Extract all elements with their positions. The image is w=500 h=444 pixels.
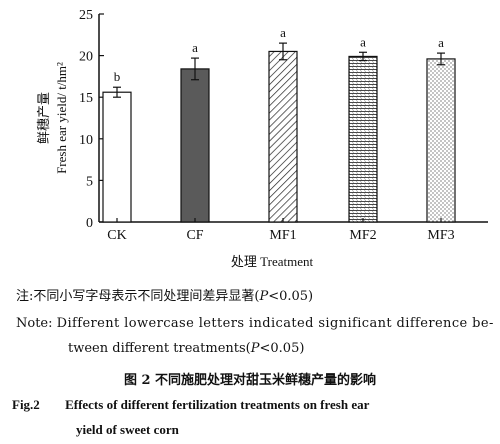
x-tick-label-mf3: MF3 <box>427 228 454 243</box>
bar-mf3 <box>426 58 456 223</box>
y-axis-label-en: Fresh ear yield/ t/hm² <box>54 62 69 174</box>
note-en-text2: tween different treatments( <box>68 341 251 356</box>
bar-mf1 <box>268 50 298 223</box>
note-cn: 注:不同小写字母表示不同处理间差异显著(P<0.05) <box>16 288 313 306</box>
x-tick-label-mf1: MF1 <box>269 228 296 243</box>
note-en-tail: <0.05) <box>259 341 305 356</box>
figure-caption-en-line1: Fig.2 Effects of different fertilization… <box>12 397 369 413</box>
figure-caption-en-line2: yield of sweet corn <box>76 422 179 437</box>
significance-letter-mf2: a <box>360 34 366 49</box>
note-en-label: Note: <box>16 316 53 331</box>
x-tick-label-cf: CF <box>186 228 203 243</box>
note-cn-tail: <0.05) <box>268 289 314 304</box>
note-cn-p: P <box>259 289 269 304</box>
bar-ck <box>102 91 132 223</box>
y-tick-label: 15 <box>79 91 93 106</box>
significance-letter-mf1: a <box>280 25 286 40</box>
bar-mf2 <box>348 55 378 223</box>
bar-cf <box>180 68 210 223</box>
y-tick-label: 0 <box>86 216 93 231</box>
figure-caption-label: Fig.2 <box>12 397 40 412</box>
note-en-p: P <box>250 341 260 356</box>
figure-caption-cn: 图 2 不同施肥处理对甜玉米鲜穗产量的影响 <box>123 373 377 388</box>
note-en-line2: tween different treatments(P<0.05) <box>68 340 304 358</box>
y-axis-label-cn: 鲜穗产量 <box>36 92 51 144</box>
y-tick-label: 20 <box>79 50 93 65</box>
bar-chart: 0 5 10 15 20 25 b a a a a CK CF MF1 MF2 MF3 鲜穗产量 Fres… <box>36 8 488 269</box>
significance-letter-ck: b <box>114 69 121 84</box>
note-en-text: Different lowercase letters indicated si… <box>56 316 494 331</box>
y-tick-label: 25 <box>79 8 93 23</box>
significance-letter-cf: a <box>192 40 198 55</box>
note-en-line1: Note: Different lowercase letters indica… <box>16 315 494 333</box>
significance-letter-mf3: a <box>438 35 444 50</box>
x-axis-label: 处理 Treatment <box>231 254 314 269</box>
x-tick-label-ck: CK <box>107 228 126 243</box>
y-tick-label: 10 <box>79 133 93 148</box>
x-tick-label-mf2: MF2 <box>349 228 376 243</box>
figure-caption-en-text: Effects of different fertilization treat… <box>65 397 370 412</box>
y-tick-label: 5 <box>86 174 93 189</box>
note-cn-text: 注:不同小写字母表示不同处理间差异显著( <box>16 289 260 304</box>
